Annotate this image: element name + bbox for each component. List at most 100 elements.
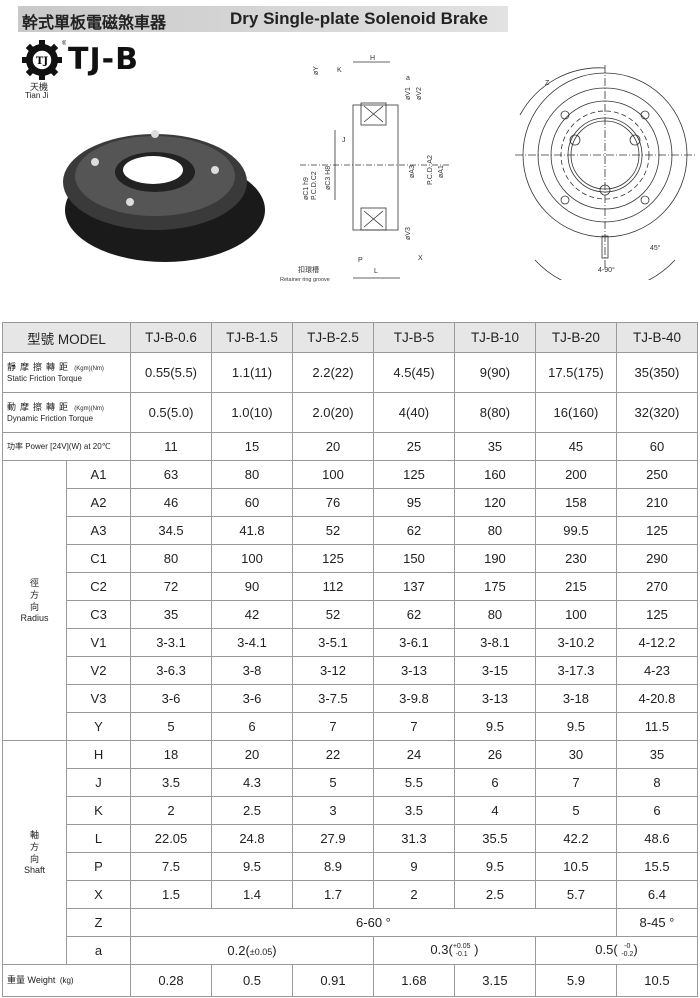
dimension-value: 9.5 (453, 852, 536, 881)
gear-logo-icon: TJ ® (22, 40, 66, 80)
dynamic-torque-value: 16(160) (534, 392, 617, 433)
dimension-name: P (65, 852, 132, 881)
dimension-value: 3-18 (534, 684, 617, 713)
dimension-value: 7 (372, 712, 455, 741)
dimension-value: 3-17.3 (534, 656, 617, 685)
static-torque-value: 2.2(22) (291, 352, 374, 393)
dimension-name: C2 (65, 572, 132, 601)
svg-text:P.C.D. A2: P.C.D. A2 (427, 155, 434, 185)
z-value: 6-60 ° (130, 908, 617, 937)
z-row: Z 6-60 ° 8-45 ° (3, 908, 699, 937)
shaft-group-zh: 軸方向 (30, 830, 40, 864)
dimension-name: Z (65, 908, 132, 937)
radius-row: C3 35 42 52 62 80 100 125 (3, 600, 699, 629)
dimension-value: 3-13 (453, 684, 536, 713)
dimension-value: 9.5 (534, 712, 617, 741)
dimension-value: 7 (291, 712, 374, 741)
dynamic-torque-unit: (Kgm)(Nm) (74, 405, 104, 412)
power-value: 60 (615, 432, 699, 461)
dynamic-torque-label-zh: 動摩擦轉距 (7, 401, 73, 412)
static-torque-label: 靜摩擦轉距 (Kgm)(Nm) Static Friction Torque (1, 352, 132, 393)
shaft-row: K 2 2.5 3 3.5 4 5 6 (3, 796, 699, 825)
dynamic-torque-value: 2.0(20) (291, 392, 374, 433)
svg-text:扣環槽: 扣環槽 (298, 265, 319, 274)
dimension-value: 52 (291, 516, 374, 545)
dimension-value: 4 (453, 796, 536, 825)
svg-text:4-90°: 4-90° (598, 266, 615, 274)
shaft-row: J 3.5 4.3 5 5.5 6 7 8 (3, 768, 699, 797)
product-photo (63, 130, 265, 262)
dimension-value: 24.8 (211, 824, 293, 853)
spec-table: 型號 MODEL TJ-B-0.6 TJ-B-1.5 TJ-B-2.5 TJ-B-5 TJ… (1, 322, 699, 997)
radius-group-label: 徑方向 Radius (2, 460, 67, 741)
dimension-value: 48.6 (615, 824, 699, 853)
svg-text:øY: øY (313, 66, 320, 75)
dynamic-torque-label: 動摩擦轉距 (Kgm)(Nm) Dynamic Friction Torque (1, 392, 132, 433)
dimension-value: 3-9.8 (372, 684, 455, 713)
dynamic-torque-row: 動摩擦轉距 (Kgm)(Nm) Dynamic Friction Torque 0.… (1, 392, 699, 433)
svg-text:Retainer ring groove: Retainer ring groove (280, 277, 330, 283)
dynamic-torque-value: 1.0(10) (211, 392, 293, 433)
shaft-group-en: Shaft (23, 865, 45, 875)
dimension-name: V1 (65, 628, 132, 657)
dimension-value: 4-23 (615, 656, 699, 685)
svg-text:H: H (370, 55, 375, 62)
dimension-value: 3-6 (211, 684, 293, 713)
dimension-value: 125 (615, 516, 699, 545)
model-column-header: TJ-B-2.5 (291, 322, 374, 353)
weight-value: 1.68 (372, 964, 455, 997)
dimension-value: 22 (291, 740, 374, 769)
dimension-value: 3-6.1 (372, 628, 455, 657)
table-header-row: 型號 MODEL TJ-B-0.6 TJ-B-1.5 TJ-B-2.5 TJ-B-5 TJ… (1, 322, 699, 353)
dimension-value: 100 (534, 600, 617, 629)
dimension-value: 3-4.1 (211, 628, 293, 657)
shaft-row: L 22.05 24.8 27.9 31.3 35.5 42.2 48.6 (3, 824, 699, 853)
static-torque-value: 0.55(5.5) (130, 352, 212, 393)
dimension-value: 8.9 (291, 852, 374, 881)
dimension-value: 9.5 (453, 712, 536, 741)
dimension-value: 11.5 (615, 712, 699, 741)
dimension-value: 15.5 (615, 852, 699, 881)
dimension-value: 125 (615, 600, 699, 629)
brand-name-en: Tian Ji (25, 91, 49, 100)
dynamic-torque-value: 32(320) (615, 392, 699, 433)
svg-text:øV1: øV1 (405, 87, 412, 100)
dimension-value: 72 (130, 572, 212, 601)
dimension-value: 125 (372, 460, 455, 489)
dimension-value: 2 (130, 796, 212, 825)
dimension-value: 3-8.1 (453, 628, 536, 657)
shaft-row: P 7.5 9.5 8.9 9 9.5 10.5 15.5 (3, 852, 699, 881)
a-tolerance: ±0.05 (249, 947, 273, 957)
radius-row: 徑方向 Radius A1 63 80 100 125 160 200 250 (2, 460, 699, 741)
radius-group-zh: 徑方向 (30, 578, 40, 612)
dimension-value: 4.3 (211, 768, 293, 797)
model-column-header: TJ-B-1.5 (211, 322, 293, 353)
dimension-value: 150 (372, 544, 455, 573)
dimension-name: V2 (65, 656, 132, 685)
radius-group-en: Radius (20, 613, 49, 623)
svg-text:TJ: TJ (36, 56, 48, 67)
static-torque-unit: (Kgm)(Nm) (74, 365, 104, 372)
dimension-value: 8 (615, 768, 699, 797)
dimension-value: 26 (453, 740, 536, 769)
weight-value: 0.5 (211, 964, 293, 997)
dimension-name: V3 (65, 684, 132, 713)
power-row: 功率 Power [24V](W) at 20℃ 11 15 20 25 35 45 60 (1, 432, 699, 461)
weight-value: 0.91 (291, 964, 374, 997)
dimension-value: 2.5 (453, 880, 536, 909)
dimension-name: H (65, 740, 132, 769)
svg-text:a: a (406, 75, 410, 82)
dimension-value: 100 (291, 460, 374, 489)
dimension-value: 6 (615, 796, 699, 825)
a-value: 0.5( -0 -0.2) (534, 936, 699, 965)
dimension-value: 137 (372, 572, 455, 601)
model-column-header: TJ-B-10 (453, 322, 536, 353)
dimension-value: 5 (534, 796, 617, 825)
static-torque-label-zh: 靜摩擦轉距 (7, 361, 73, 372)
radius-row: A3 34.5 41.8 52 62 80 99.5 125 (3, 516, 699, 545)
dimension-value: 270 (615, 572, 699, 601)
dimension-value: 31.3 (372, 824, 455, 853)
brand-name-zh: 天機 (30, 82, 49, 92)
dimension-name: C1 (65, 544, 132, 573)
model-column-header: TJ-B-20 (534, 322, 617, 353)
